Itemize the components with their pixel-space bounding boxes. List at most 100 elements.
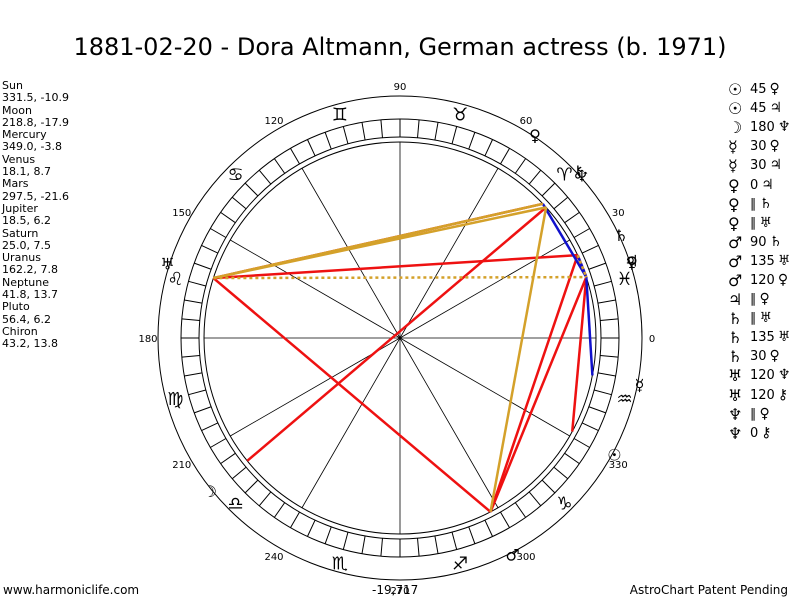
- degree-tick: [194, 262, 212, 270]
- aspect-planet-b: ⚷: [761, 424, 772, 441]
- aspect-planet-a: ☉: [728, 80, 743, 100]
- aspect-planet-b: ♀: [769, 348, 780, 365]
- sign-spoke: [399, 239, 570, 339]
- sign-spoke: [230, 239, 401, 339]
- degree-tick: [553, 196, 569, 210]
- degree-tick: [306, 519, 316, 537]
- degree-tick: [380, 538, 383, 557]
- aspect-line: [213, 202, 544, 280]
- planet-glyph: ♀: [529, 126, 541, 145]
- aspect-angle: 30: [750, 158, 767, 174]
- zodiac-sign-glyph: ♌: [167, 269, 183, 290]
- degree-tick: [290, 511, 300, 528]
- footer-credit: AstroChart Patent Pending: [629, 583, 788, 597]
- degree-tick: [597, 372, 616, 377]
- aspect-row: ♀ 0 ♃: [728, 175, 790, 195]
- degree-tick: [273, 502, 286, 518]
- degree-tick: [417, 119, 420, 138]
- aspect-line: [489, 276, 588, 513]
- aspect-line: [213, 275, 587, 280]
- degree-label: 240: [264, 552, 283, 563]
- degree-tick: [541, 182, 556, 197]
- aspect-row: ♄ 135 ♅: [728, 328, 790, 347]
- planet-name-moon: Moon: [2, 103, 32, 117]
- degree-tick: [231, 466, 247, 480]
- degree-tick: [451, 532, 458, 550]
- aspect-planet-a: ♂: [728, 232, 743, 252]
- degree-tick: [528, 169, 542, 185]
- degree-tick: [220, 211, 236, 224]
- aspect-row: ♂ 135 ♅: [728, 252, 790, 271]
- degree-tick: [500, 511, 510, 528]
- aspect-line: [541, 203, 588, 278]
- aspect-planet-a: ♂: [728, 270, 743, 290]
- degree-tick: [468, 132, 476, 150]
- degree-label: 0: [649, 334, 655, 345]
- degree-tick: [188, 280, 206, 287]
- planet-name-mercury: Mercury: [2, 128, 47, 142]
- aspect-planet-b: ⚷: [777, 386, 789, 403]
- degree-tick: [361, 535, 366, 554]
- degree-tick: [417, 538, 420, 557]
- sign-spoke: [301, 168, 401, 339]
- degree-tick: [201, 422, 219, 432]
- degree-tick: [194, 406, 212, 414]
- degree-tick: [181, 318, 200, 321]
- degree-tick: [342, 532, 349, 550]
- aspect-planet-a: ♄: [728, 328, 743, 348]
- degree-tick: [581, 244, 599, 254]
- degree-tick: [181, 355, 200, 358]
- planet-position-list: Sun 331.5, -10.9 Moon 218.8, -17.9 Mercu…: [2, 79, 69, 351]
- aspect-angle: 0: [750, 177, 759, 193]
- aspect-row: ♃ ∥ ♀: [728, 290, 790, 309]
- degree-tick: [514, 158, 527, 174]
- zodiac-sign-glyph: ♍: [167, 389, 183, 410]
- degree-tick: [290, 148, 300, 165]
- sign-spokes: [204, 142, 596, 534]
- aspect-planet-a: ♄: [728, 347, 743, 367]
- zodiac-sign-glyph: ♊: [332, 104, 348, 125]
- aspect-planet-b: ♅: [759, 214, 773, 231]
- aspect-planet-b: ♃: [761, 176, 774, 193]
- aspect-angle: 0: [750, 425, 759, 441]
- sign-spoke: [399, 337, 499, 508]
- degree-tick: [324, 132, 332, 150]
- aspect-planet-a: ☿: [728, 156, 738, 176]
- chart-title: 1881-02-20 - Dora Altmann, German actres…: [73, 33, 727, 61]
- degree-tick: [594, 389, 612, 396]
- aspect-line: [212, 277, 492, 513]
- footer-website[interactable]: www.harmoniclife.com: [3, 583, 140, 597]
- aspect-row: ☿ 30 ♀: [728, 137, 790, 156]
- planet-glyph: ♃: [624, 252, 638, 271]
- planet-glyph: ♂: [505, 545, 519, 564]
- degree-tick: [210, 438, 227, 448]
- degree-label: 90: [394, 82, 407, 93]
- footer-coordinate: -19,717: [372, 583, 419, 597]
- degree-tick: [564, 211, 580, 224]
- zodiac-sign-glyph: ♎: [228, 493, 244, 514]
- degree-tick: [468, 526, 476, 544]
- aspect-planet-a: ♀: [728, 175, 740, 195]
- degree-label: 180: [138, 334, 157, 345]
- planet-name-pluto: Pluto: [2, 300, 30, 314]
- zodiac-sign-glyph: ♈: [556, 165, 572, 186]
- aspect-planet-b: ♃: [769, 100, 783, 117]
- aspect-line: [213, 253, 578, 280]
- planet-name-saturn: Saturn: [2, 226, 39, 240]
- aspect-angle: ∥: [750, 215, 757, 231]
- planet-glyph: ☿: [635, 376, 645, 395]
- aspect-planet-a: ♂: [728, 251, 743, 271]
- planet-glyph: ♄: [614, 226, 628, 245]
- zodiac-sign-glyph: ♑: [556, 493, 572, 514]
- degree-tick: [434, 122, 439, 141]
- degree-tick: [273, 158, 286, 174]
- aspect-line: [489, 207, 548, 513]
- planet-glyph: ⚷: [572, 162, 584, 181]
- aspect-angle: ∥: [750, 406, 757, 422]
- degree-tick: [361, 122, 366, 141]
- aspect-planet-b: ♀: [769, 138, 780, 155]
- degree-tick: [573, 438, 590, 448]
- degree-ticks: [181, 119, 619, 557]
- aspect-angle: 45: [750, 101, 767, 117]
